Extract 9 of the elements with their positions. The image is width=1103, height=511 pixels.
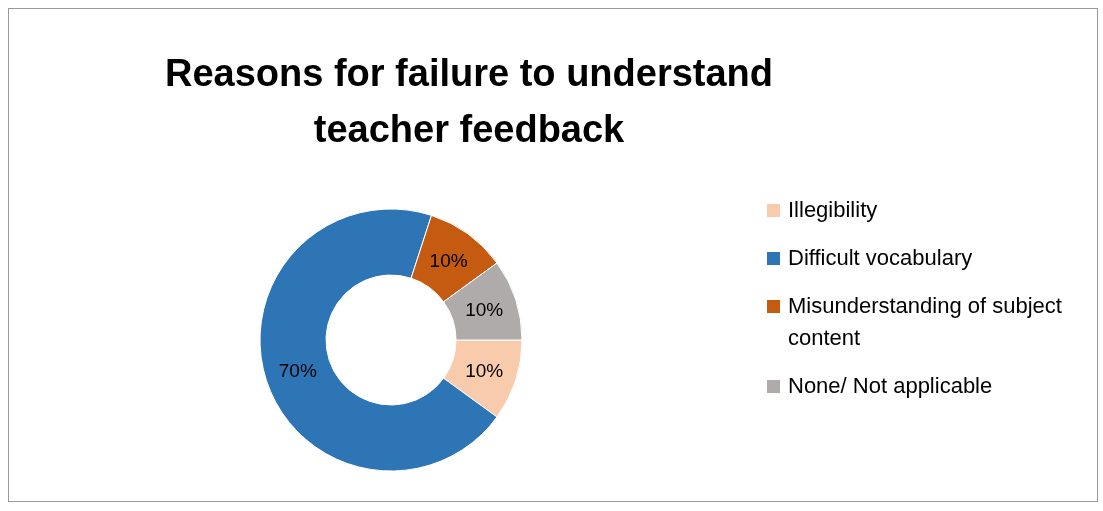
data-label: 70% [278, 359, 317, 381]
legend-label: Misunderstanding of subject content [788, 292, 1063, 352]
data-label: 10% [465, 299, 504, 321]
data-label: 10% [429, 250, 468, 272]
chart-title: Reasons for failure to understand teacher feedback [163, 51, 775, 152]
legend-label: Difficult vocabulary [788, 244, 973, 272]
data-label: 10% [465, 359, 504, 381]
legend-label: None/ Not applicable [788, 372, 993, 400]
legend-label: Illegibility [788, 196, 878, 224]
